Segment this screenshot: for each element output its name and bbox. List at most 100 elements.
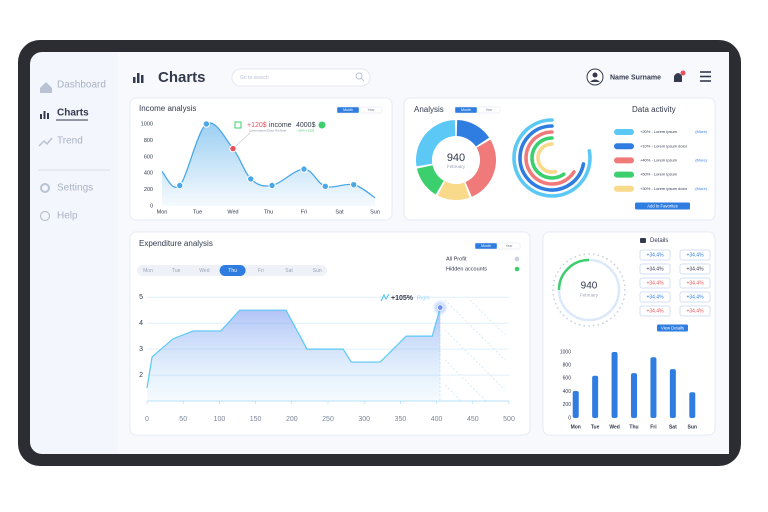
gauge-dot [597, 254, 600, 257]
activity-more[interactable]: (More) [695, 186, 707, 191]
gauge-dot [613, 314, 616, 317]
legend-toggle[interactable] [514, 266, 520, 272]
gauge-dot [578, 254, 581, 257]
search-box[interactable] [231, 68, 371, 87]
sidebar-item[interactable]: Settings [57, 183, 93, 194]
gauge-dot [559, 311, 562, 313]
view-details-button[interactable] [657, 324, 688, 332]
activity-badge [614, 129, 634, 135]
icon-bell[interactable] [674, 73, 682, 82]
bar [650, 357, 657, 418]
gauge-dot [606, 320, 608, 323]
detail-badge [639, 263, 671, 275]
toggle-button[interactable] [474, 242, 498, 250]
x-tick-label: 50 [179, 416, 187, 423]
gauge-dot [562, 263, 565, 266]
sidebar-item[interactable]: Trend [57, 136, 83, 147]
detail-badge [679, 249, 711, 261]
tab-label[interactable]: Thu [228, 268, 237, 274]
bar [572, 390, 579, 418]
legend-label: Hidden accounts [446, 266, 487, 272]
tab-label[interactable]: Wed [199, 268, 209, 274]
donut-label: February [447, 164, 466, 169]
icon-trend [38, 137, 53, 147]
annotation-icon [380, 293, 390, 302]
gauge-dot [556, 271, 559, 273]
legend-toggle[interactable] [514, 256, 520, 262]
gauge-dot [552, 289, 554, 291]
y-tick-label: 5 [139, 294, 143, 301]
activity-text: +60% - Lorem ipsum [640, 172, 678, 177]
y-tick-label: 1000 [560, 349, 571, 355]
annotation-total: 4000$ [296, 122, 316, 129]
annotation-change: +120$ [247, 122, 267, 129]
bar [669, 369, 676, 418]
x-tick-label: Sun [688, 424, 697, 430]
radial-arc [530, 136, 566, 180]
sidebar-item[interactable]: Help [57, 211, 78, 222]
detail-badge-label: +34.4% [686, 309, 704, 315]
x-tick-label: Tue [591, 424, 600, 430]
icon-details [640, 238, 646, 243]
tab-selected[interactable] [219, 265, 246, 276]
gauge-dot [570, 320, 572, 323]
toggle-button[interactable] [359, 106, 383, 114]
income-line [161, 122, 376, 199]
data-point [437, 304, 444, 311]
page-title: Charts [158, 69, 206, 86]
y-tick-label: 3 [139, 346, 143, 353]
tab-label[interactable]: Sun [313, 268, 322, 274]
radial-arc [512, 118, 592, 198]
x-tick-label: 100 [214, 416, 226, 423]
toggle-button[interactable] [336, 106, 360, 114]
annotation-note: Lorem ipsum Dolor Sit Amet [249, 128, 287, 132]
tab-label[interactable]: Tue [172, 268, 181, 274]
annotation-label: Right [417, 295, 430, 301]
gauge-dot [601, 322, 604, 325]
sidebar-item[interactable]: Charts [57, 108, 89, 119]
annotation-change: +105% [391, 295, 414, 302]
gauge-dot [554, 275, 557, 278]
icon-menu[interactable] [700, 71, 711, 82]
tab-label[interactable]: Mon [143, 268, 153, 274]
detail-badge [639, 291, 671, 303]
icon-home [40, 82, 52, 93]
x-tick-label: 500 [503, 416, 515, 423]
tab-label[interactable]: Sat [285, 268, 293, 274]
activity-text: +30% - Lorem ipsum dolor [640, 186, 688, 191]
x-tick-label: Tue [193, 209, 202, 215]
data-point [300, 165, 308, 173]
gauge-dot [616, 267, 619, 269]
favorites-button[interactable] [635, 202, 690, 210]
bar [592, 375, 599, 418]
detail-badge-label: +34.4% [646, 267, 664, 273]
radial-arc [524, 130, 576, 186]
activity-more[interactable]: (More) [695, 129, 707, 134]
activity-badge [614, 185, 634, 192]
gauge-dot [606, 257, 608, 260]
donut-segment [437, 181, 470, 200]
detail-badge-label: +34.4% [686, 267, 704, 273]
x-tick-label: 250 [322, 416, 334, 423]
x-tick-label: 0 [145, 416, 149, 423]
toggle-button[interactable] [497, 242, 521, 250]
activity-more[interactable]: (More) [695, 157, 707, 162]
detail-badge-label: +34.4% [686, 295, 704, 301]
sidebar-item[interactable]: Dashboard [57, 80, 106, 91]
radial-arc [536, 142, 558, 174]
bell-dot [680, 70, 686, 76]
icon-settings [40, 183, 50, 193]
activity-text: +10% - Lorem ipsum dolor [640, 143, 688, 148]
x-tick-label: 350 [395, 416, 407, 423]
activity-text: +20% - Lorem ipsum [640, 129, 678, 134]
detail-badge-label: +34.4% [646, 295, 664, 301]
toggle-button[interactable] [477, 106, 501, 114]
toggle-button[interactable] [454, 106, 478, 114]
detail-badge [679, 263, 711, 275]
x-tick-label: 200 [286, 416, 298, 423]
x-tick-label: Fri [650, 424, 657, 430]
annotation-check [318, 121, 326, 129]
tab-label[interactable]: Fri [258, 268, 264, 274]
